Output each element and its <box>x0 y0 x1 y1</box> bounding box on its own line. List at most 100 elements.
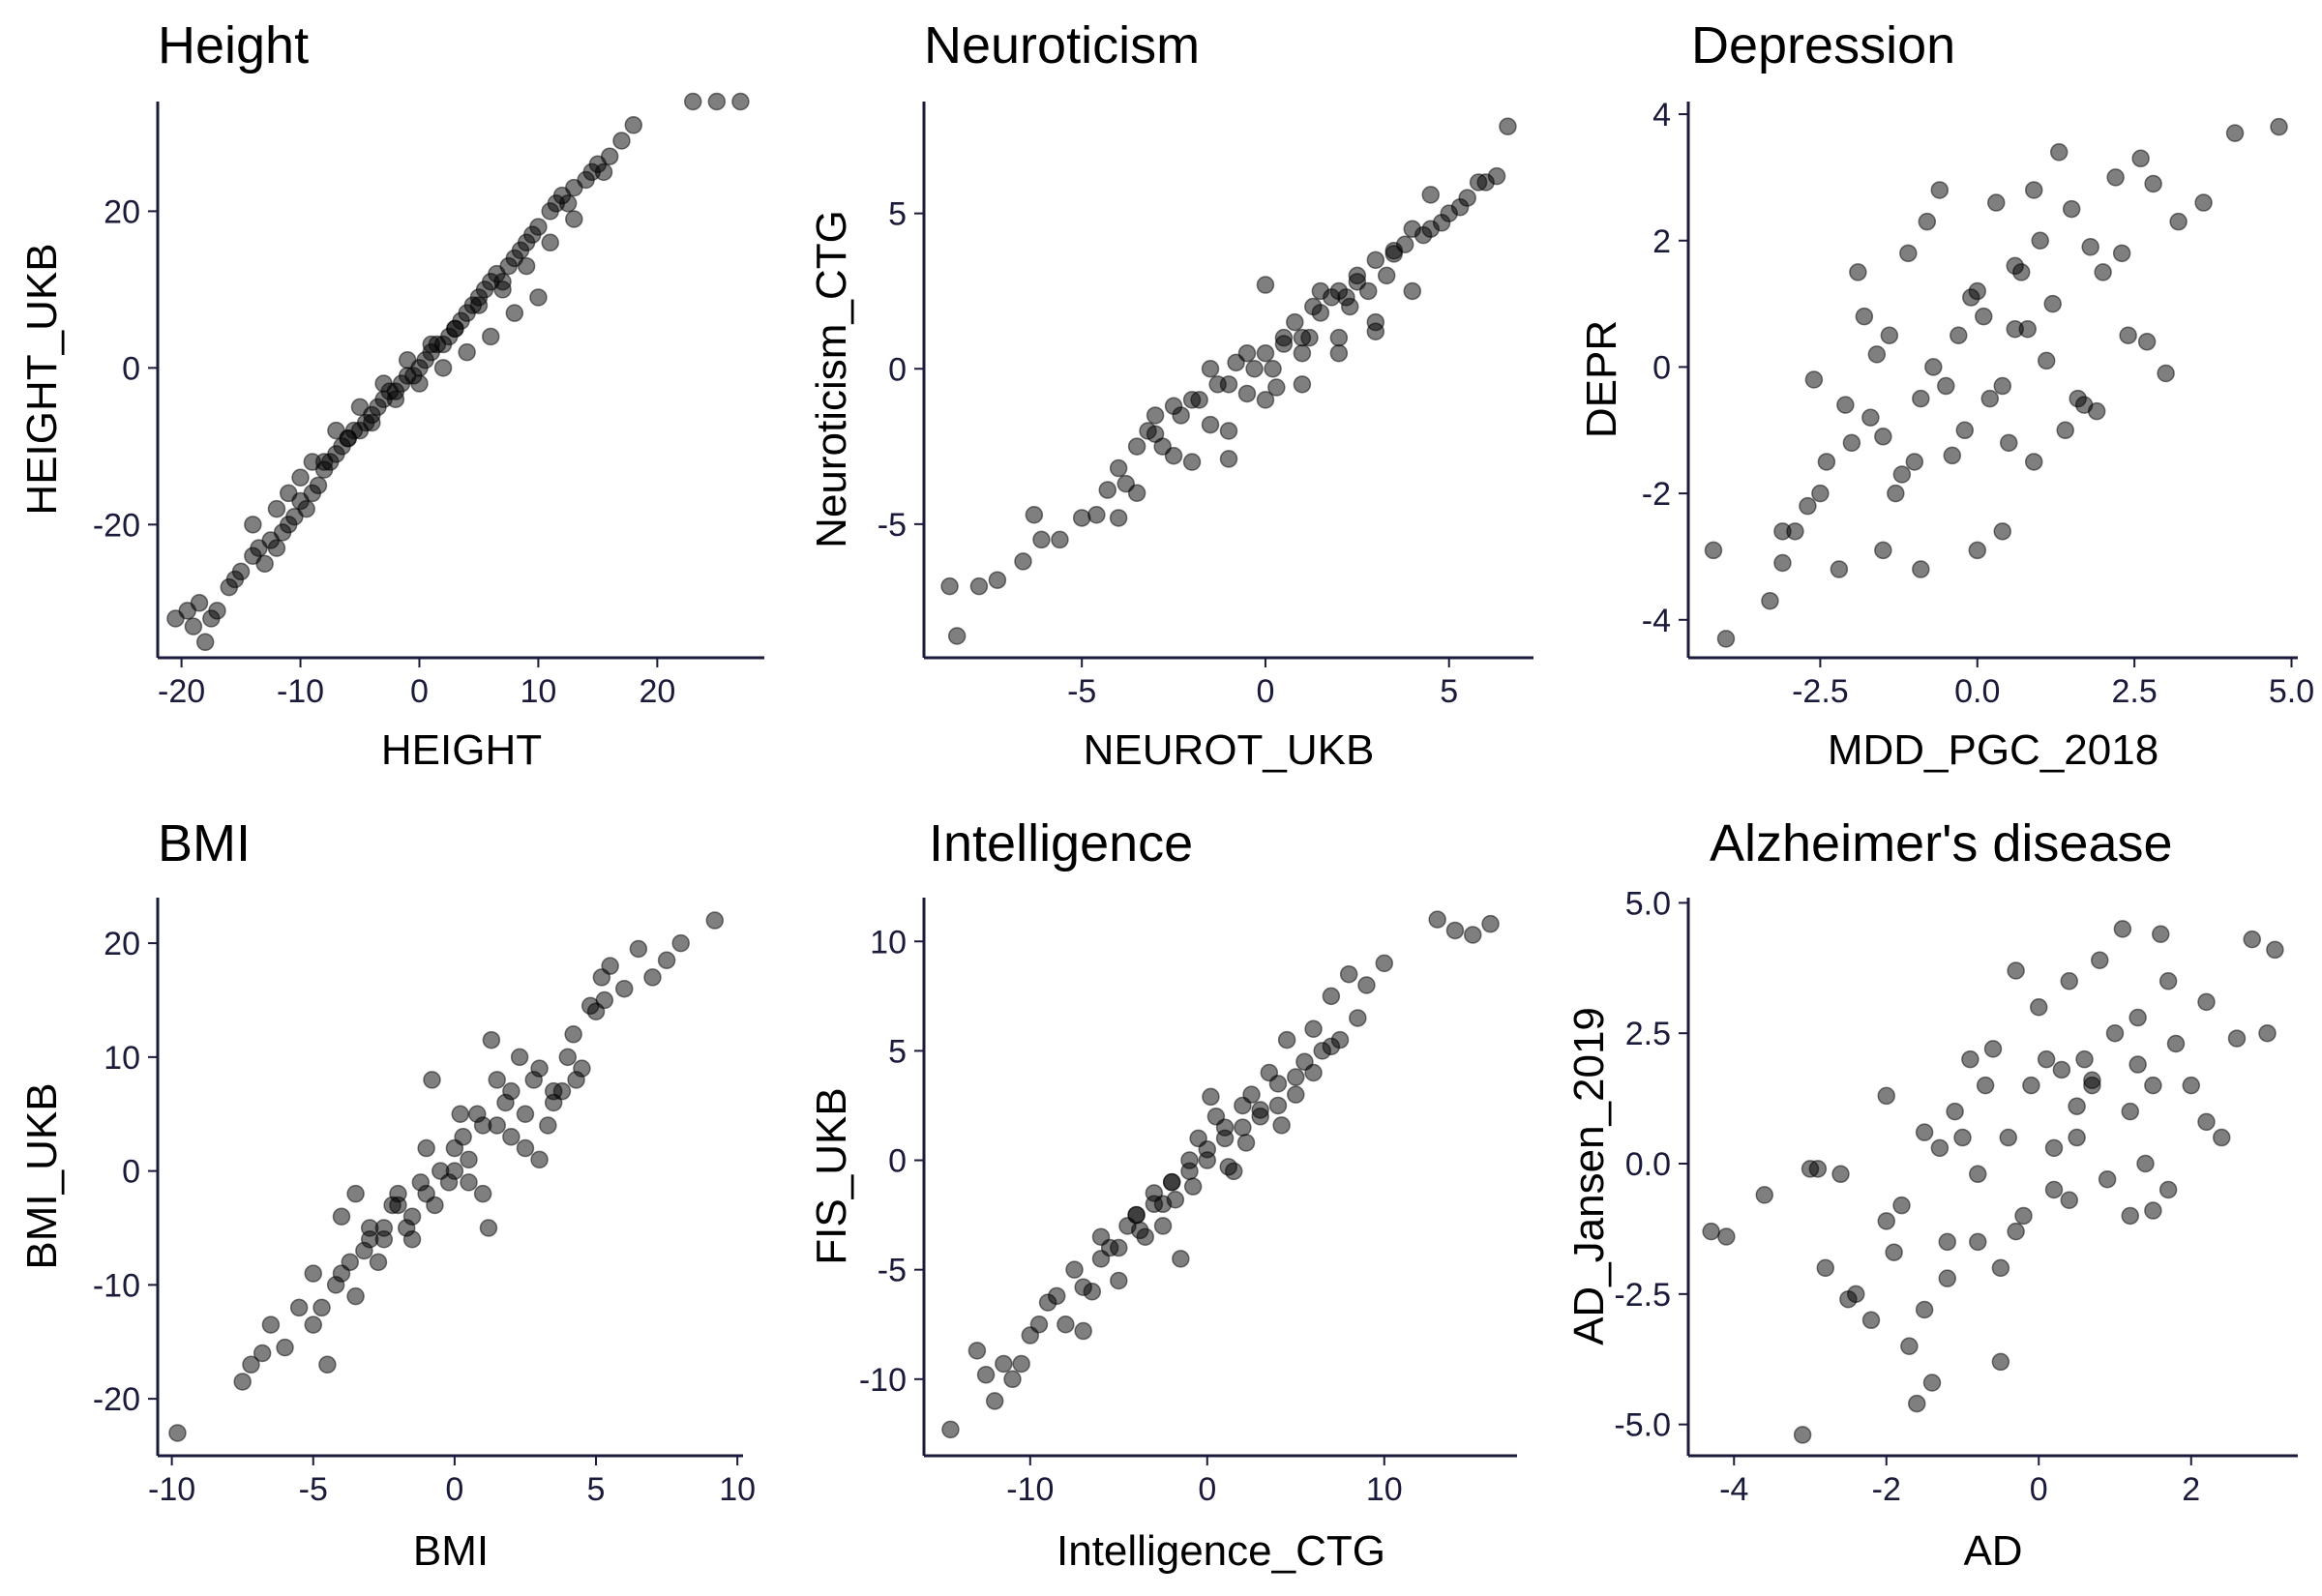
scatter-point <box>1032 530 1051 549</box>
scatter-point <box>1962 288 1980 307</box>
scatter-point <box>360 1230 379 1249</box>
scatter-point <box>530 1150 549 1169</box>
scatter-point <box>1256 276 1275 294</box>
scatter-point <box>374 1219 394 1237</box>
scatter-point <box>1219 450 1238 468</box>
scatter-point <box>1816 1258 1834 1278</box>
scatter-point <box>2227 1029 2247 1048</box>
scatter-point <box>2068 1128 2086 1147</box>
scatter-point <box>1464 926 1482 944</box>
scatter-point <box>1991 1258 2010 1278</box>
scatter-point <box>1164 446 1183 465</box>
scatter-point <box>1198 1151 1217 1169</box>
scatter-point <box>445 1162 464 1180</box>
scatter-point <box>976 1366 996 1384</box>
scatter-point <box>1339 964 1358 984</box>
scatter-point <box>1842 433 1861 453</box>
scatter-point <box>2098 1169 2117 1189</box>
scatter-point <box>451 1105 469 1123</box>
scatter-point <box>1922 1374 1942 1392</box>
scatter-point <box>1924 358 1943 376</box>
scatter-point <box>332 1207 351 1226</box>
scatter-point <box>1293 375 1312 394</box>
scatter-point <box>1201 415 1220 434</box>
x-tick-label: 5 <box>587 1471 606 1508</box>
y-tick-label: -5 <box>878 1253 907 1289</box>
scatter-point <box>1110 1238 1128 1257</box>
scatter-point <box>643 968 662 987</box>
y-tick-label: 5 <box>888 196 907 233</box>
scatter-point <box>2083 1071 2101 1089</box>
scatter-point <box>1887 484 1905 503</box>
scatter-point <box>1145 1195 1164 1214</box>
scatter-point <box>1242 1085 1261 1104</box>
y-tick-label: 5.0 <box>1625 885 1671 922</box>
scatter-point <box>1877 1212 1895 1230</box>
scatter-point <box>1804 370 1824 389</box>
scatter-point <box>1937 376 1955 396</box>
scatter-point <box>2074 396 2094 414</box>
x-axis-label: AD <box>1963 1527 2022 1575</box>
scatter-point <box>1322 1037 1341 1056</box>
scatter-point <box>530 1059 549 1078</box>
scatter-point <box>346 1286 365 1306</box>
scatter-point <box>481 327 500 346</box>
scatter-point <box>2068 1097 2086 1115</box>
scatter-point <box>255 554 274 574</box>
scatter-point <box>2158 972 2178 990</box>
scatter-point <box>2105 1023 2125 1043</box>
scatter-point <box>1202 1087 1220 1107</box>
scatter-point <box>1215 1129 1235 1148</box>
scatter-point <box>1801 1160 1820 1178</box>
scatter-point <box>1180 1162 1199 1181</box>
scatter-point <box>941 1420 960 1439</box>
scatter-point <box>1256 343 1275 363</box>
scatter-point <box>1717 1227 1736 1246</box>
scatter-point <box>261 1315 281 1334</box>
scatter-point <box>612 132 631 150</box>
scatter-point <box>168 1424 187 1442</box>
scatter-point <box>2194 193 2213 212</box>
y-tick-label: -20 <box>93 507 140 544</box>
y-tick-label: -2.5 <box>1614 1277 1671 1314</box>
scatter-point <box>516 1105 535 1123</box>
scatter-point <box>995 1354 1013 1374</box>
scatter-point <box>1955 421 1975 440</box>
scatter-point <box>1377 266 1396 285</box>
scatter-point <box>2128 1008 2147 1027</box>
scatter-point <box>1366 322 1385 340</box>
scatter-point <box>1930 181 1950 199</box>
scatter-point <box>573 1059 591 1078</box>
y-tick-label: 0 <box>888 351 907 388</box>
scatter-point <box>233 1373 252 1391</box>
scatter-point <box>389 1196 407 1215</box>
scatter-point <box>1029 1315 1049 1334</box>
scatter-point <box>2144 1201 2162 1220</box>
scatter-point <box>482 1030 501 1049</box>
scatter-panel: Neuroticism -5 0 5 -5 0 5 NEUROT_UKB Neuroticism… <box>808 16 1533 774</box>
scatter-panel: Intelligence -10 0 10 -10 -5 0 5 10 Intelligence_… <box>808 814 1517 1575</box>
scatter-point <box>1293 343 1312 363</box>
scatter-point <box>297 499 315 518</box>
panel-title: Alzheimer's disease <box>1710 814 2173 872</box>
y-tick-label: 10 <box>104 1040 140 1077</box>
scatter-point <box>1366 251 1385 270</box>
scatter-point <box>1190 391 1208 409</box>
scatter-point <box>1127 437 1146 456</box>
scatter-panel: Height -20 -10 0 10 20 -20 0 20 HEIGHT HEIGHT_UKB <box>18 16 764 774</box>
scatter-point <box>1025 505 1044 524</box>
scatter-point <box>1755 1186 1773 1204</box>
scatter-point <box>1839 1289 1858 1309</box>
scatter-point <box>1251 1101 1269 1119</box>
scatter-point <box>2119 326 2137 345</box>
scatter-point <box>1182 453 1202 471</box>
scatter-point <box>1943 446 1962 465</box>
scatter-point <box>1146 406 1165 425</box>
scatter-point <box>386 390 405 408</box>
scatter-point <box>2007 961 2025 980</box>
scatter-point <box>1162 1172 1181 1192</box>
scatter-point <box>1245 360 1264 378</box>
scatter-point <box>423 1071 441 1089</box>
x-tick-label: -2 <box>1872 1471 1901 1508</box>
